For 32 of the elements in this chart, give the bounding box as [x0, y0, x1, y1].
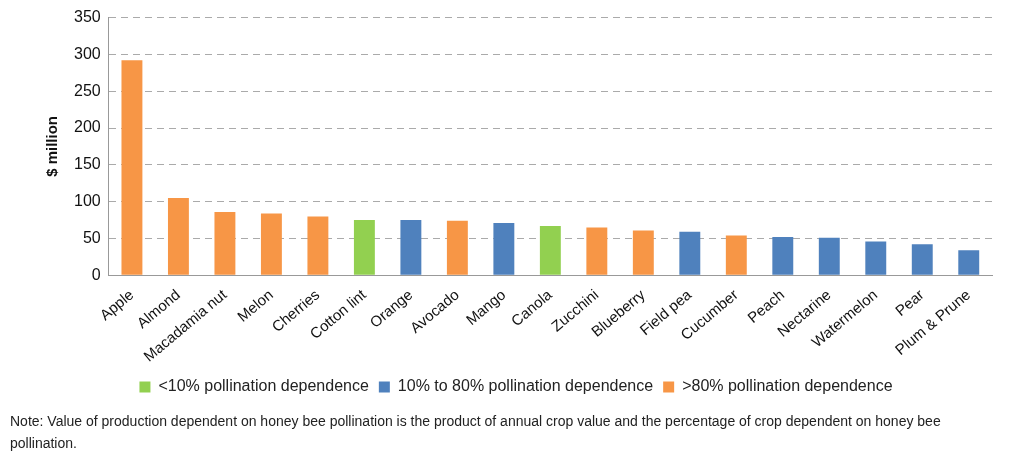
bar — [446, 220, 468, 275]
text: Note: Value of production dependent on honey bee pollination is the product of annual crop value and the percentage of crop dependent on honey bee pollination. — [10, 412, 942, 453]
bar — [958, 250, 980, 275]
bar — [167, 197, 189, 275]
bar — [772, 237, 794, 275]
y-axis-title: $ million — [43, 116, 61, 177]
bar — [818, 237, 840, 275]
bar — [493, 223, 515, 275]
legend-label: <10% pollination dependence — [158, 377, 369, 395]
y-tick-label: 100 — [73, 192, 101, 210]
bar — [679, 231, 701, 275]
legend-label: 10% to 80% pollination dependence — [397, 377, 654, 395]
bar — [632, 230, 654, 275]
y-tick-label: 50 — [82, 228, 101, 246]
bar — [353, 220, 375, 275]
bar — [911, 244, 933, 275]
y-tick-label: 200 — [73, 118, 101, 136]
bar — [539, 225, 561, 275]
bar — [121, 60, 143, 275]
y-tick-label: 150 — [73, 155, 101, 173]
bar — [725, 235, 747, 275]
y-tick-label: 350 — [73, 8, 101, 26]
bar — [865, 241, 887, 275]
legend-label: >80% pollination dependence — [682, 377, 893, 395]
bar — [400, 220, 422, 275]
y-tick-label: 300 — [73, 44, 101, 62]
bar — [260, 213, 282, 275]
bar — [307, 216, 329, 275]
bar — [586, 227, 608, 275]
y-tick-label: 250 — [73, 81, 101, 99]
y-tick-label: 0 — [91, 265, 101, 283]
bar — [214, 211, 236, 275]
